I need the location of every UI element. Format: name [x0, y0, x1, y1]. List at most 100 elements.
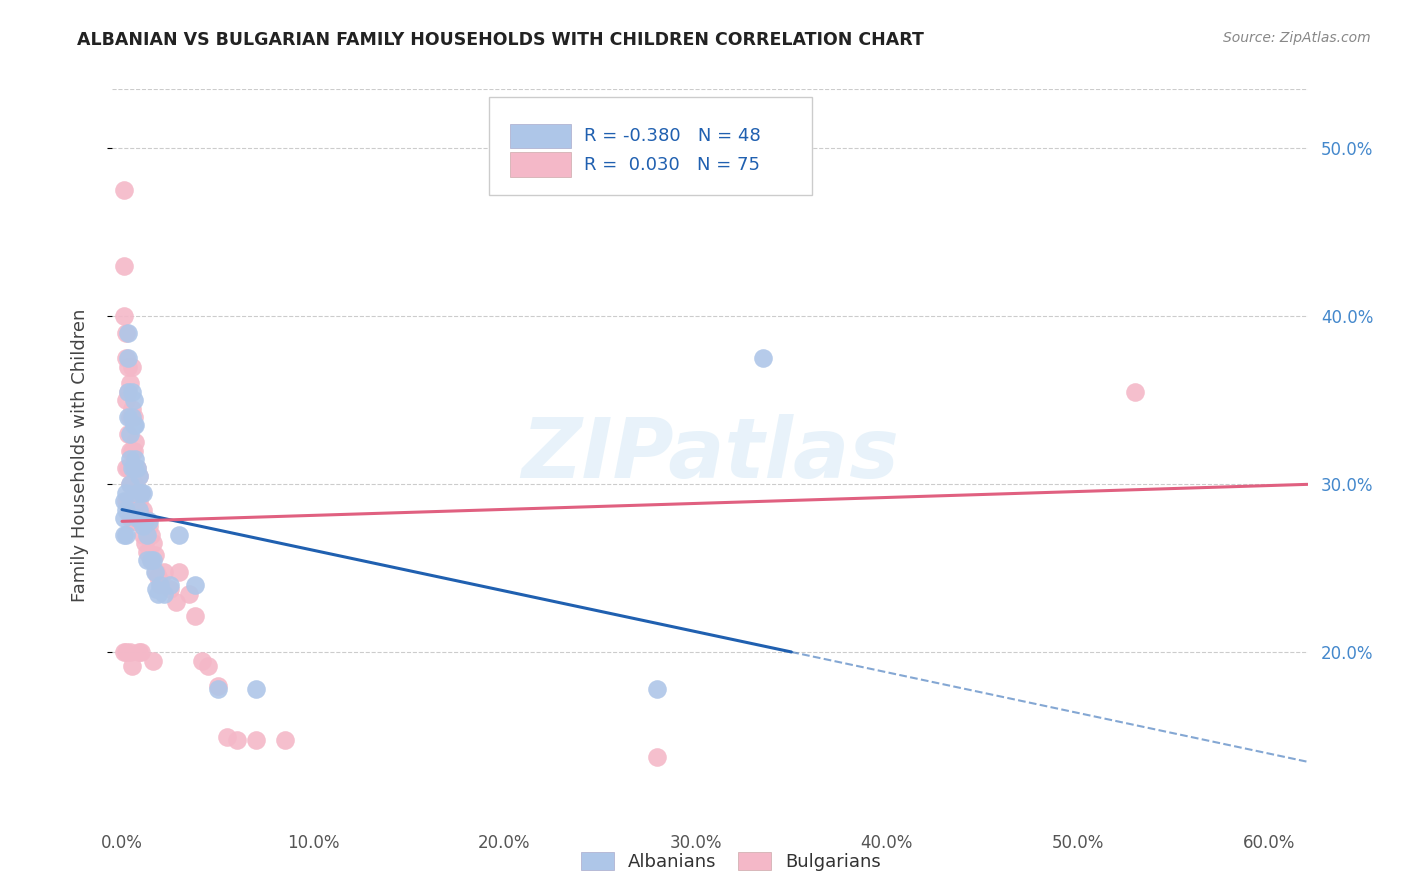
Point: [149, 578, 172, 592]
Point: [183, 578, 205, 592]
Point: [112, 528, 135, 542]
Point: [122, 460, 145, 475]
Point: [143, 548, 166, 562]
Point: [128, 645, 150, 659]
Point: [142, 654, 165, 668]
Text: R = -0.380   N = 48: R = -0.380 N = 48: [583, 127, 761, 145]
Point: [115, 494, 138, 508]
Point: [197, 659, 219, 673]
Point: [117, 494, 139, 508]
Point: [177, 587, 200, 601]
Point: [139, 553, 162, 567]
Point: [117, 326, 139, 340]
Point: [118, 645, 141, 659]
Text: ZIPatlas: ZIPatlas: [522, 415, 898, 495]
Point: [112, 259, 135, 273]
Point: [128, 469, 150, 483]
Point: [132, 502, 155, 516]
Point: [138, 548, 160, 562]
Point: [117, 460, 139, 475]
Point: [117, 384, 139, 399]
Point: [115, 528, 138, 542]
Point: [122, 410, 145, 425]
Point: [118, 376, 141, 391]
Point: [115, 393, 138, 408]
Point: [169, 565, 191, 579]
Point: [124, 418, 146, 433]
Point: [117, 359, 139, 374]
Point: [135, 514, 157, 528]
Point: [121, 401, 143, 416]
Point: [132, 528, 155, 542]
Point: [751, 351, 773, 366]
Point: [183, 608, 205, 623]
Point: [1125, 384, 1147, 399]
Point: [159, 582, 181, 596]
Text: R =  0.030   N = 75: R = 0.030 N = 75: [583, 156, 761, 174]
Point: [129, 511, 152, 525]
Point: [143, 565, 166, 579]
Point: [145, 565, 167, 579]
Point: [117, 351, 139, 366]
FancyBboxPatch shape: [489, 96, 811, 195]
Point: [132, 485, 155, 500]
Point: [112, 183, 135, 197]
Point: [122, 418, 145, 433]
Point: [115, 460, 138, 475]
Point: [135, 544, 157, 558]
Point: [647, 749, 669, 764]
Point: [118, 410, 141, 425]
Point: [118, 443, 141, 458]
Point: [115, 326, 138, 340]
Point: [112, 494, 135, 508]
Point: [225, 733, 247, 747]
Point: [127, 460, 149, 475]
Point: [118, 452, 141, 467]
Point: [115, 645, 138, 659]
Point: [129, 514, 152, 528]
Point: [127, 485, 149, 500]
Point: [122, 443, 145, 458]
Point: [139, 528, 162, 542]
Point: [128, 502, 150, 516]
Point: [159, 578, 181, 592]
Point: [128, 469, 150, 483]
Point: [139, 553, 162, 567]
Point: [117, 384, 139, 399]
Point: [132, 519, 155, 533]
Text: ALBANIAN VS BULGARIAN FAMILY HOUSEHOLDS WITH CHILDREN CORRELATION CHART: ALBANIAN VS BULGARIAN FAMILY HOUSEHOLDS …: [77, 31, 924, 49]
Point: [134, 511, 156, 525]
Point: [115, 351, 138, 366]
Point: [115, 485, 138, 500]
Point: [129, 485, 152, 500]
Point: [647, 682, 669, 697]
Point: [124, 485, 146, 500]
Point: [153, 565, 176, 579]
Point: [129, 485, 152, 500]
Point: [112, 511, 135, 525]
Point: [118, 426, 141, 441]
Point: [121, 477, 143, 491]
Point: [122, 393, 145, 408]
Point: [115, 502, 138, 516]
Point: [148, 587, 170, 601]
Point: [122, 477, 145, 491]
Point: [135, 528, 157, 542]
Point: [191, 654, 214, 668]
FancyBboxPatch shape: [510, 124, 571, 148]
Point: [135, 553, 157, 567]
Point: [134, 536, 156, 550]
Point: [118, 477, 141, 491]
Point: [121, 460, 143, 475]
Point: [121, 659, 143, 673]
Point: [128, 494, 150, 508]
Point: [121, 443, 143, 458]
Y-axis label: Family Households with Children: Family Households with Children: [70, 309, 89, 601]
Point: [112, 645, 135, 659]
Point: [118, 477, 141, 491]
Point: [121, 410, 143, 425]
Point: [127, 514, 149, 528]
Point: [217, 730, 239, 744]
Point: [149, 578, 172, 592]
Point: [169, 528, 191, 542]
